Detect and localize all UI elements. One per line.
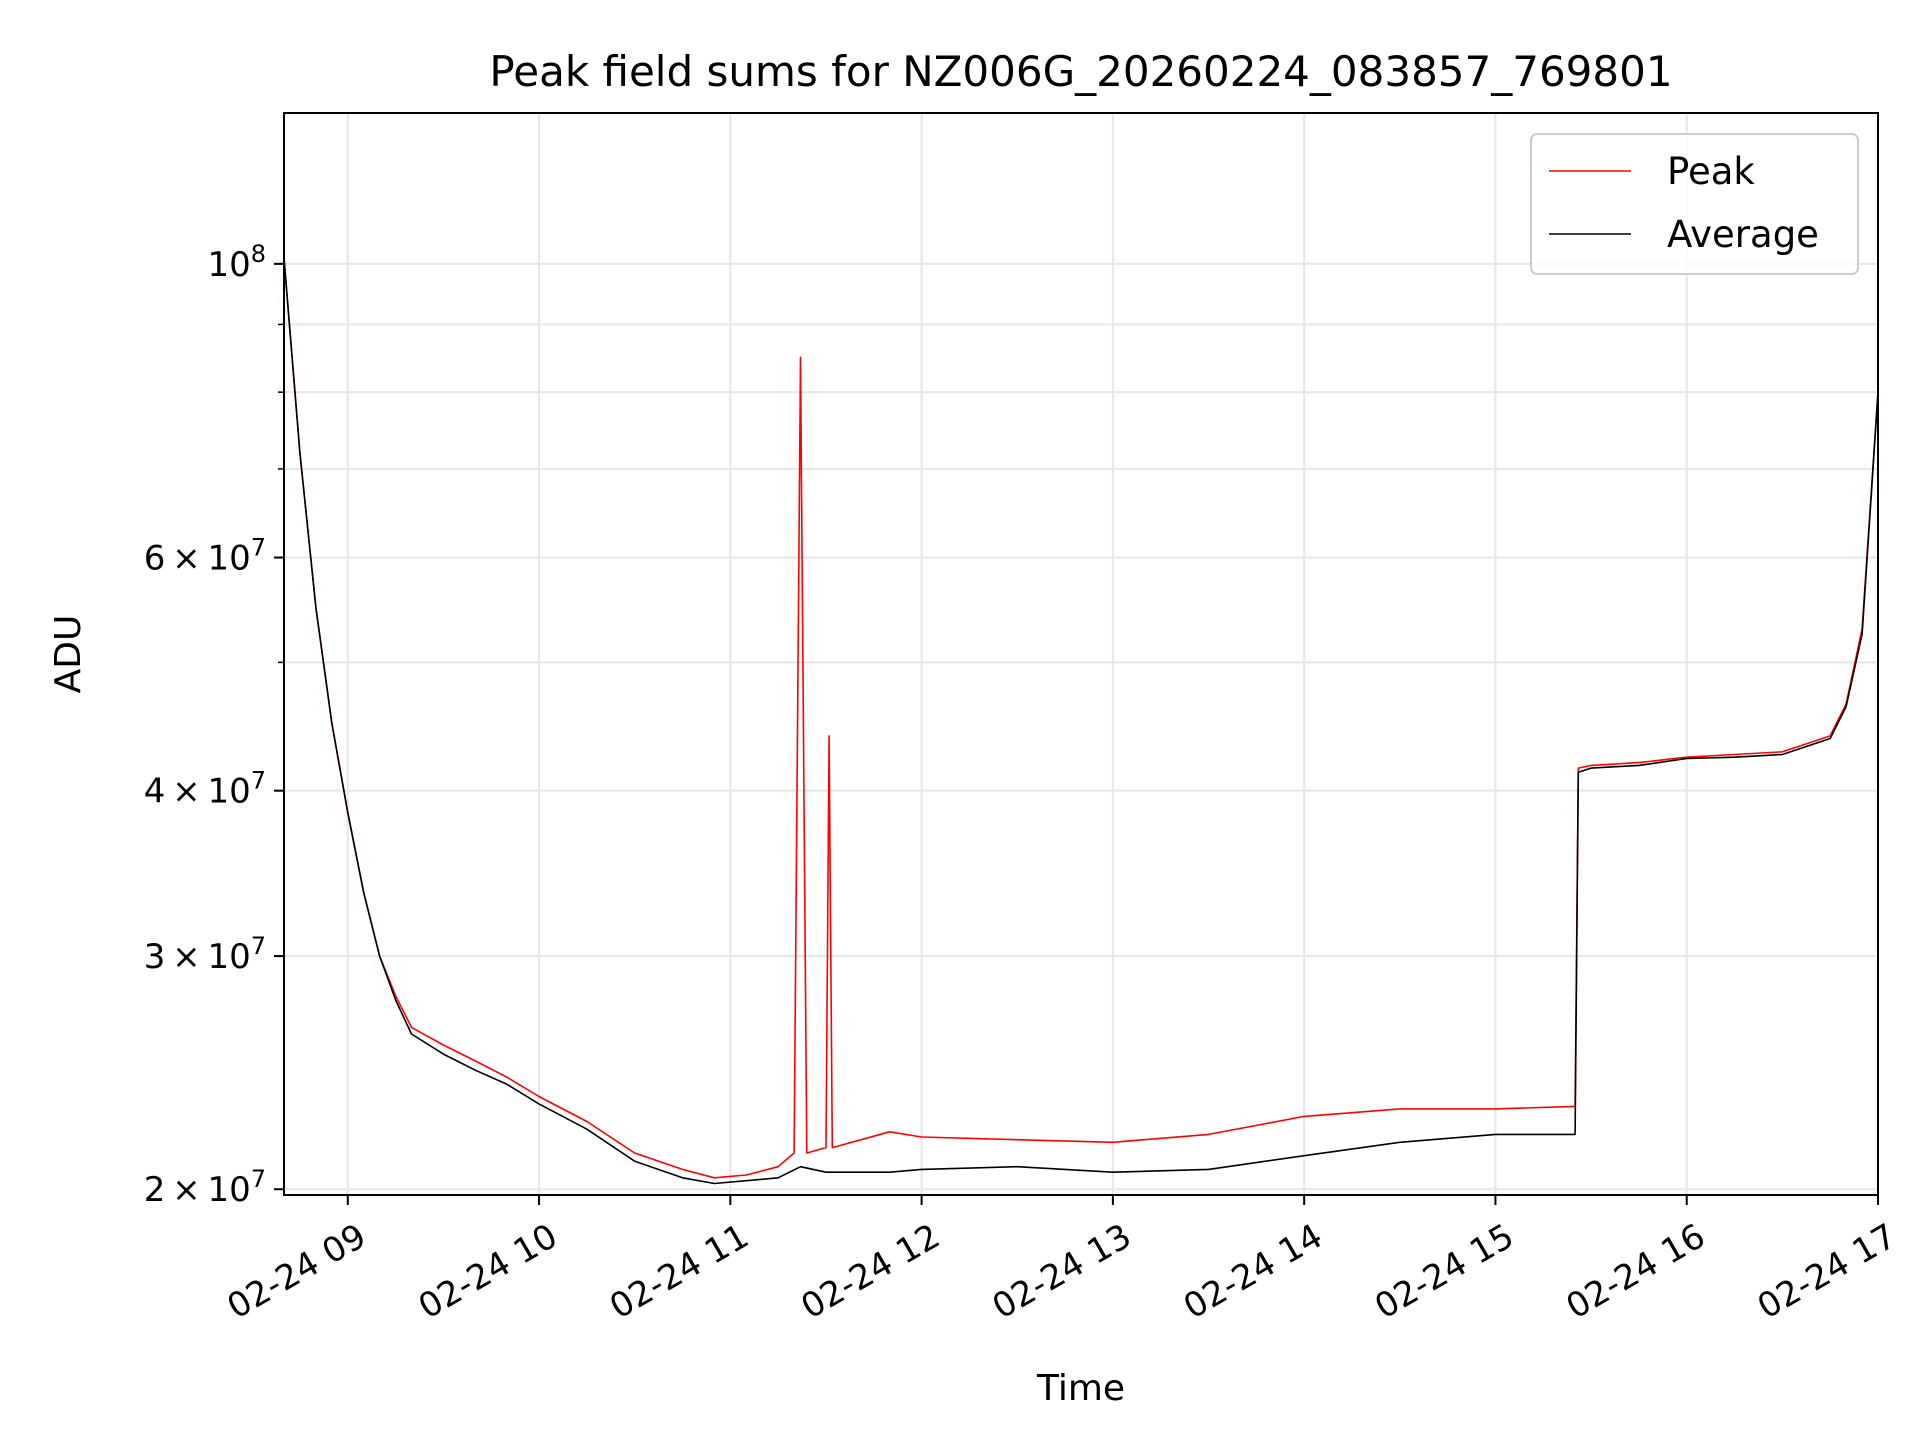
y-tick-label: 6 × 107 (144, 534, 266, 579)
chart-title: Peak field sums for NZ006G_20260224_0838… (489, 47, 1672, 96)
x-axis-label: Time (1036, 1368, 1125, 1409)
y-axis: 2 × 107 3 × 107 4 × 107 6 × 107 108 (144, 240, 284, 1210)
legend-box (1530, 133, 1859, 275)
series-line-average (283, 258, 1879, 1185)
y-axis-label: ADU (48, 615, 89, 694)
y-tick-label: 2 × 107 (144, 1165, 266, 1210)
y-tick-label: 4 × 107 (144, 767, 266, 812)
series-line-peak (283, 258, 1879, 1179)
y-tick-label: 108 (207, 240, 266, 285)
legend-label-average: Average (1667, 213, 1819, 256)
legend: Peak Average (1530, 133, 1859, 275)
plot-frame (283, 112, 1879, 1196)
legend-label-peak: Peak (1667, 150, 1755, 193)
y-tick-label: 3 × 107 (144, 932, 266, 977)
series-layer (283, 258, 1879, 1185)
